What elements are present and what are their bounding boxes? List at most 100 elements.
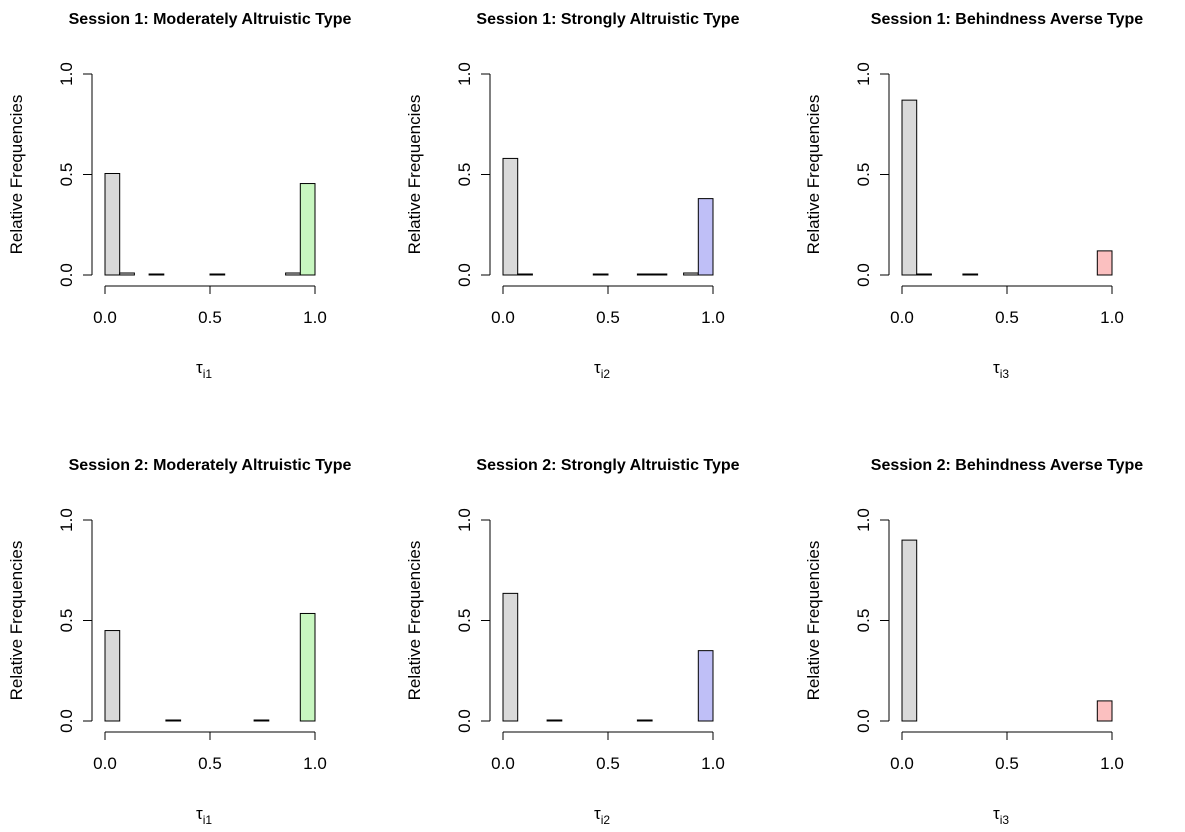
y-axis-label: Relative Frequencies (405, 95, 424, 255)
panel-1: Session 1: Moderately Altruistic Type 0.0… (7, 11, 351, 381)
y-tick-label: 0.0 (455, 263, 474, 287)
y-tick-label: 0.5 (455, 163, 474, 187)
x-tick-label: 0.0 (93, 308, 117, 327)
x-axis-subscript: i1 (203, 367, 213, 381)
x-tick-label: 1.0 (303, 308, 327, 327)
x-tick-label: 1.0 (303, 754, 327, 773)
histogram-bar (901, 539, 918, 722)
y-tick-label: 1.0 (854, 508, 873, 532)
x-axis-symbol: τ (993, 358, 1000, 377)
histogram-bar (962, 273, 979, 276)
panel-title: Session 2: Behindness Averse Type (871, 457, 1144, 474)
panel-title: Session 1: Strongly Altruistic Type (476, 11, 739, 28)
x-axis-label: τi3 (993, 358, 1009, 381)
histogram-bar (502, 592, 519, 722)
x-axis-subscript: i3 (1000, 813, 1010, 827)
accent-bar (1096, 700, 1113, 722)
histogram-bar (592, 273, 609, 276)
y-tick-label: 1.0 (455, 508, 474, 532)
x-axis-label: τi1 (196, 358, 212, 381)
x-axis-label: τi1 (196, 804, 212, 827)
x-axis-label: τi2 (594, 804, 610, 827)
histogram-bar (209, 273, 226, 276)
histogram-bar (901, 99, 918, 276)
y-axis-label: Relative Frequencies (804, 541, 823, 701)
x-axis-symbol: τ (993, 804, 1000, 823)
panel-6: Session 2: Behindness Averse Type 0.0 0.5 1… (804, 457, 1143, 827)
accent-bar (697, 650, 714, 722)
histogram-bar (683, 272, 699, 276)
y-tick-label: 1.0 (57, 508, 76, 532)
accent-bar (697, 198, 714, 276)
x-tick-label: 0.5 (995, 308, 1019, 327)
panel-3: Session 1: Behindness Averse Type 0.0 0.5 1… (804, 11, 1143, 381)
panel-title: Session 1: Moderately Altruistic Type (69, 11, 352, 28)
x-tick-label: 0.0 (890, 308, 914, 327)
histogram-bar (651, 273, 668, 276)
y-tick-label: 1.0 (455, 62, 474, 86)
accent-bar (299, 183, 316, 276)
x-axis-label: τi2 (594, 358, 610, 381)
histogram-bar (104, 630, 121, 722)
x-tick-label: 0.0 (491, 754, 515, 773)
panel-title: Session 2: Moderately Altruistic Type (69, 457, 352, 474)
x-axis-symbol: τ (196, 358, 203, 377)
y-axis-label: Relative Frequencies (7, 95, 26, 255)
x-tick-label: 0.0 (491, 308, 515, 327)
y-tick-label: 0.0 (455, 709, 474, 733)
y-tick-label: 0.5 (455, 609, 474, 633)
x-tick-label: 1.0 (1100, 308, 1124, 327)
histogram-bar (636, 719, 653, 722)
x-axis-subscript: i3 (1000, 367, 1010, 381)
y-axis-label: Relative Frequencies (405, 541, 424, 701)
x-tick-label: 1.0 (701, 754, 725, 773)
accent-bar (1096, 250, 1113, 276)
x-tick-label: 0.5 (198, 754, 222, 773)
x-tick-label: 0.0 (890, 754, 914, 773)
y-tick-label: 0.5 (57, 609, 76, 633)
x-tick-label: 0.5 (198, 308, 222, 327)
x-tick-label: 0.5 (596, 308, 620, 327)
histogram-bar (546, 719, 563, 722)
y-tick-label: 0.0 (854, 263, 873, 287)
accent-bar (299, 612, 316, 722)
y-tick-label: 0.0 (57, 709, 76, 733)
x-axis-subscript: i2 (601, 367, 611, 381)
y-tick-label: 0.0 (854, 709, 873, 733)
y-tick-label: 0.0 (57, 263, 76, 287)
x-tick-label: 0.5 (995, 754, 1019, 773)
histogram-bar (502, 157, 519, 276)
x-axis-symbol: τ (594, 804, 601, 823)
x-axis-label: τi3 (993, 804, 1009, 827)
panel-4: Session 2: Moderately Altruistic Type 0.0… (7, 457, 351, 827)
y-axis-label: Relative Frequencies (804, 95, 823, 255)
x-tick-label: 1.0 (701, 308, 725, 327)
histogram-bar (517, 273, 533, 276)
panel-title: Session 1: Behindness Averse Type (871, 11, 1144, 28)
panel-5: Session 2: Strongly Altruistic Type 0.0 0.… (405, 457, 740, 827)
x-axis-subscript: i1 (203, 813, 213, 827)
x-tick-label: 0.0 (93, 754, 117, 773)
x-tick-label: 1.0 (1100, 754, 1124, 773)
histogram-bar (285, 272, 301, 276)
x-tick-label: 0.5 (596, 754, 620, 773)
y-axis-label: Relative Frequencies (7, 541, 26, 701)
histogram-bar (148, 273, 165, 276)
x-axis-symbol: τ (196, 804, 203, 823)
panel-title: Session 2: Strongly Altruistic Type (476, 457, 739, 474)
x-axis-subscript: i2 (601, 813, 611, 827)
histogram-bar (253, 719, 270, 722)
y-tick-label: 1.0 (57, 62, 76, 86)
y-tick-label: 1.0 (854, 62, 873, 86)
histogram-bar (636, 273, 653, 276)
y-tick-label: 0.5 (854, 609, 873, 633)
y-tick-label: 0.5 (57, 163, 76, 187)
y-tick-label: 0.5 (854, 163, 873, 187)
histogram-bar (104, 172, 121, 276)
histogram-bar (916, 273, 932, 276)
histogram-bar (119, 272, 135, 276)
histogram-bar (165, 719, 182, 722)
panel-2: Session 1: Strongly Altruistic Type 0.0 0.… (405, 11, 740, 381)
x-axis-symbol: τ (594, 358, 601, 377)
